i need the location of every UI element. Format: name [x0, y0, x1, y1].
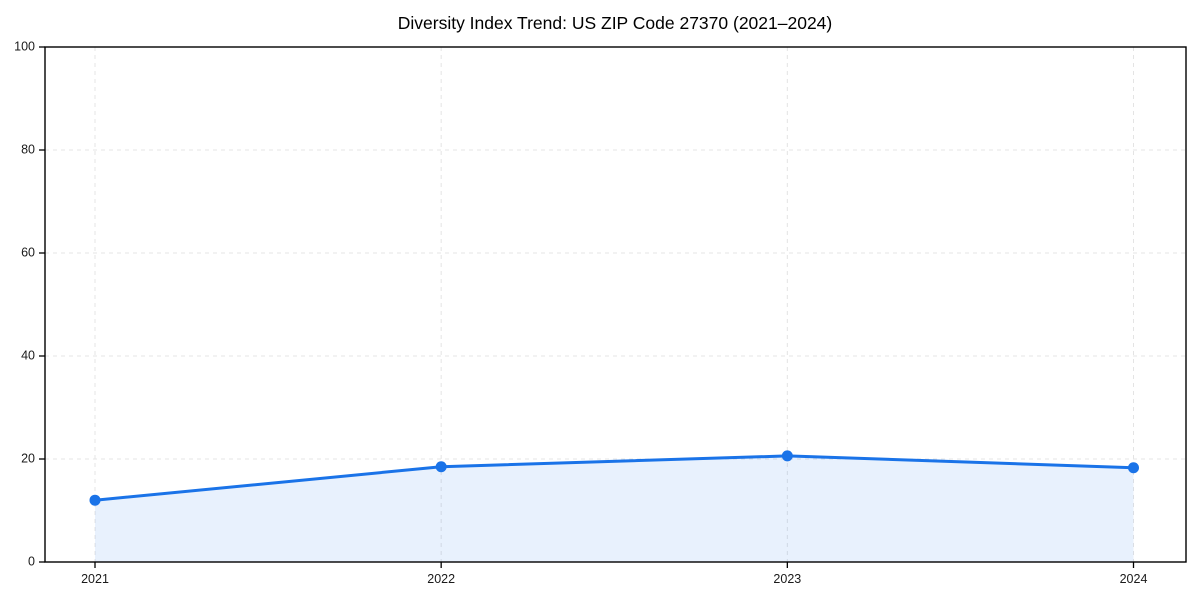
series-layer	[89, 450, 1139, 562]
x-tick-label: 2023	[773, 572, 801, 586]
y-tick-label: 0	[28, 554, 35, 568]
y-tick-label: 20	[21, 451, 35, 465]
y-tick-label: 100	[14, 39, 35, 53]
x-tick-label: 2021	[81, 572, 109, 586]
data-point-marker	[781, 450, 793, 462]
area-fill	[95, 455, 1134, 562]
data-point-marker	[89, 494, 101, 506]
y-tick-label: 60	[21, 245, 35, 259]
axes-layer: 0 20 40 60 80 100 2021 2022 2023 2024	[14, 39, 1187, 586]
plot-frame	[44, 46, 1187, 563]
data-point-marker	[435, 461, 447, 473]
x-tick-label: 2022	[427, 572, 455, 586]
chart-title: Diversity Index Trend: US ZIP Code 27370…	[398, 13, 833, 33]
y-tick-label: 80	[21, 142, 35, 156]
data-point-marker	[1128, 462, 1139, 474]
trend-line	[93, 454, 1135, 502]
x-tick-label: 2024	[1120, 572, 1148, 586]
y-tick-label: 40	[21, 348, 35, 362]
